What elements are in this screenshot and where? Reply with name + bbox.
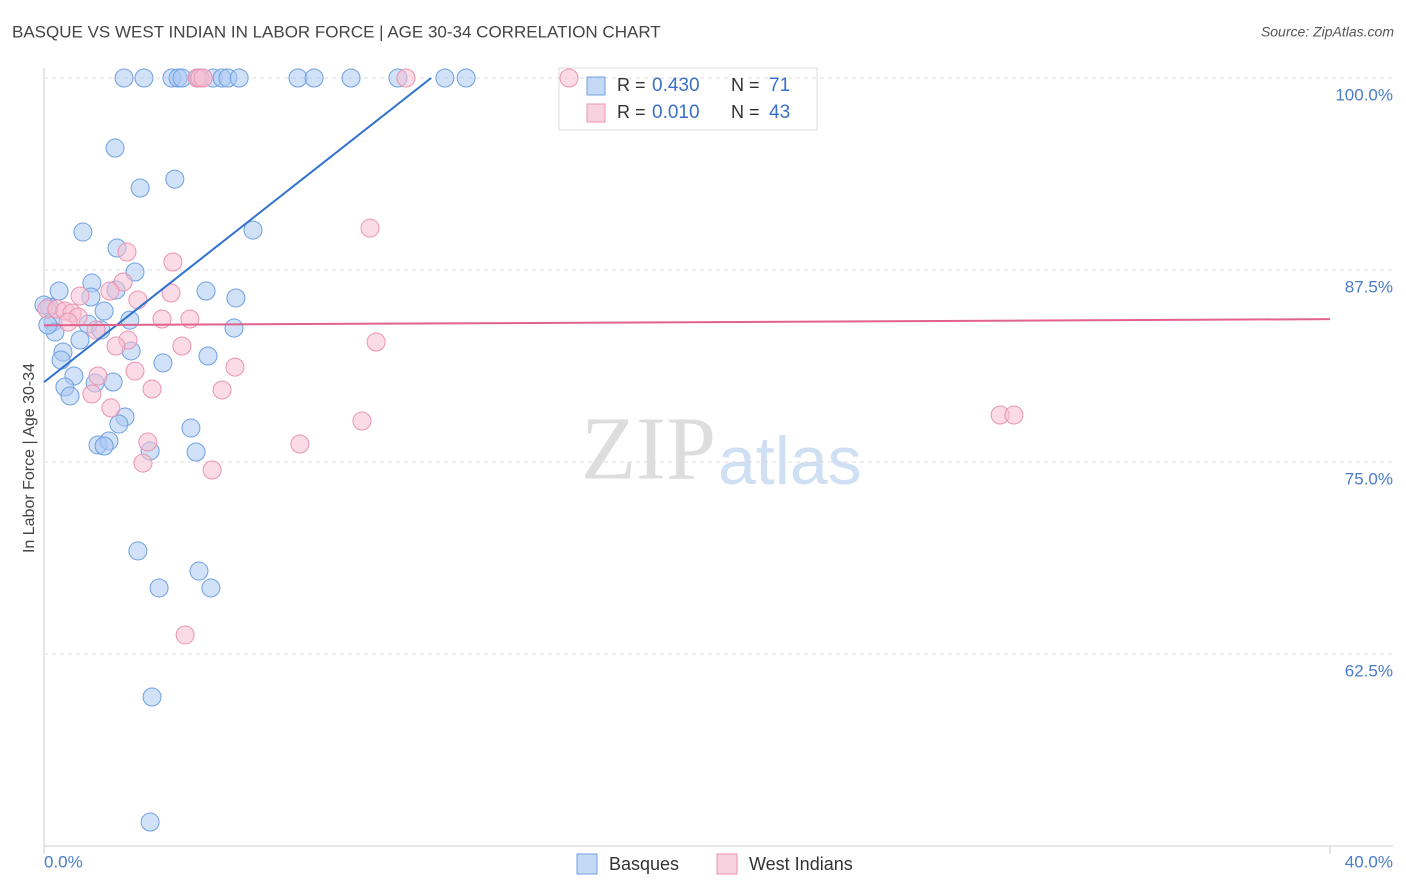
x-tick-label: 40.0% bbox=[1345, 852, 1393, 871]
point bbox=[352, 411, 372, 431]
point bbox=[186, 442, 206, 462]
trend-line bbox=[43, 77, 432, 383]
point bbox=[456, 68, 476, 88]
point bbox=[82, 384, 102, 404]
point bbox=[226, 288, 246, 308]
point bbox=[138, 432, 158, 452]
legend-swatch bbox=[586, 103, 606, 123]
point bbox=[109, 414, 129, 434]
point bbox=[88, 366, 108, 386]
point bbox=[304, 68, 324, 88]
point bbox=[142, 379, 162, 399]
point bbox=[175, 625, 195, 645]
point bbox=[161, 283, 181, 303]
point bbox=[181, 418, 201, 438]
point bbox=[225, 357, 245, 377]
point bbox=[70, 330, 90, 350]
legend-n-label: N = bbox=[731, 102, 760, 122]
point bbox=[73, 222, 93, 242]
point bbox=[140, 812, 160, 832]
point bbox=[366, 332, 386, 352]
trend-line bbox=[43, 318, 1331, 327]
point bbox=[243, 220, 263, 240]
point bbox=[152, 309, 172, 329]
point bbox=[180, 309, 200, 329]
legend-r-label: R = bbox=[617, 75, 646, 95]
y-axis-label: In Labor Force | Age 30-34 bbox=[21, 363, 38, 553]
point bbox=[58, 312, 78, 332]
watermark: ZIP bbox=[581, 400, 716, 499]
point bbox=[114, 68, 134, 88]
point bbox=[142, 687, 162, 707]
point bbox=[125, 361, 145, 381]
point bbox=[51, 350, 71, 370]
point bbox=[100, 281, 120, 301]
point bbox=[70, 286, 90, 306]
point bbox=[133, 453, 153, 473]
point bbox=[60, 386, 80, 406]
point bbox=[201, 578, 221, 598]
point bbox=[435, 68, 455, 88]
point bbox=[559, 68, 579, 88]
point bbox=[113, 272, 133, 292]
legend-swatch bbox=[586, 76, 606, 96]
legend-r-value: 0.430 bbox=[652, 75, 700, 96]
legend-n-value: 71 bbox=[769, 75, 790, 96]
legend-r-label: R = bbox=[617, 102, 646, 122]
point bbox=[196, 281, 216, 301]
point bbox=[94, 301, 114, 321]
watermark: atlas bbox=[718, 423, 862, 499]
point bbox=[165, 169, 185, 189]
y-tick-label: 100.0% bbox=[1335, 85, 1393, 104]
y-tick-label: 62.5% bbox=[1345, 661, 1393, 680]
point bbox=[360, 218, 380, 238]
point bbox=[396, 68, 416, 88]
point bbox=[172, 336, 192, 356]
point bbox=[134, 68, 154, 88]
point bbox=[202, 460, 222, 480]
point bbox=[189, 561, 209, 581]
y-tick-label: 75.0% bbox=[1345, 469, 1393, 488]
legend-label: Basques bbox=[609, 854, 679, 874]
point bbox=[130, 178, 150, 198]
legend-swatch bbox=[716, 853, 738, 875]
point bbox=[1004, 405, 1024, 425]
legend-n-label: N = bbox=[731, 75, 760, 95]
point bbox=[153, 353, 173, 373]
point bbox=[101, 398, 121, 418]
point bbox=[94, 436, 114, 456]
point bbox=[290, 434, 310, 454]
point bbox=[212, 380, 232, 400]
point bbox=[229, 68, 249, 88]
chart-title: BASQUE VS WEST INDIAN IN LABOR FORCE | A… bbox=[12, 22, 661, 41]
legend-swatch bbox=[576, 853, 598, 875]
point bbox=[163, 252, 183, 272]
point bbox=[149, 578, 169, 598]
source: Source: ZipAtlas.com bbox=[1261, 24, 1394, 40]
point bbox=[341, 68, 361, 88]
point bbox=[193, 68, 213, 88]
point bbox=[128, 541, 148, 561]
point bbox=[105, 138, 125, 158]
legend-r-value: 0.010 bbox=[652, 102, 700, 123]
y-tick-label: 87.5% bbox=[1345, 277, 1393, 296]
legend-label: West Indians bbox=[749, 854, 853, 874]
point bbox=[106, 336, 126, 356]
point bbox=[198, 346, 218, 366]
point bbox=[128, 290, 148, 310]
point bbox=[49, 281, 69, 301]
point bbox=[288, 68, 308, 88]
legend-n-value: 43 bbox=[769, 102, 790, 123]
point bbox=[117, 242, 137, 262]
point bbox=[224, 318, 244, 338]
x-tick-label: 0.0% bbox=[44, 852, 83, 871]
